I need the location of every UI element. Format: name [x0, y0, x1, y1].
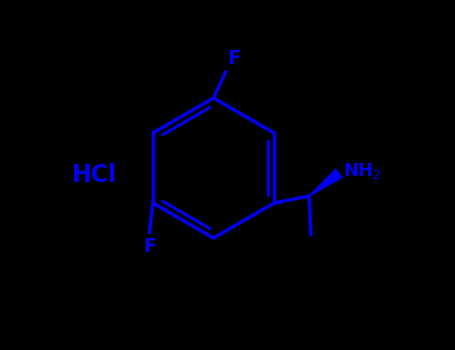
Polygon shape — [309, 169, 342, 196]
Text: F: F — [228, 49, 241, 68]
Text: F: F — [143, 237, 156, 256]
Text: HCl: HCl — [72, 163, 117, 187]
Text: NH$_2$: NH$_2$ — [343, 161, 382, 182]
